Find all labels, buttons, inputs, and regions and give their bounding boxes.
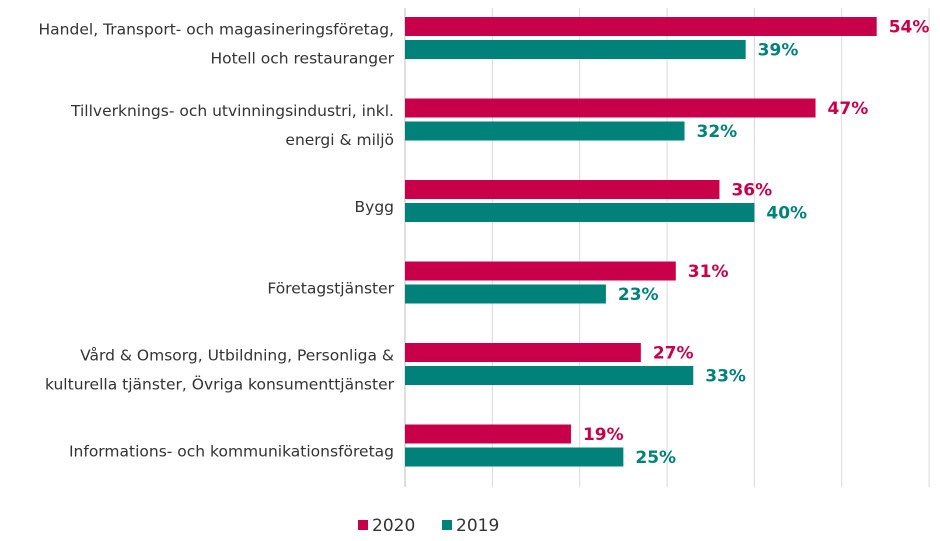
legend-label-2020: 2020 — [372, 516, 415, 536]
category-label: Handel, Transport- och magasineringsföre… — [39, 21, 394, 39]
bar-2020 — [405, 424, 571, 444]
bars — [405, 17, 877, 467]
value-label-2019: 39% — [758, 41, 799, 61]
bar-2020 — [405, 17, 877, 36]
category-labels: Handel, Transport- och magasineringsföre… — [39, 21, 395, 461]
value-label-2019: 33% — [705, 367, 746, 387]
category-label: kulturella tjänster, Övriga konsumenttjä… — [45, 375, 395, 394]
bar-2019 — [405, 366, 694, 385]
value-label-2019: 40% — [766, 204, 807, 224]
bar-2019 — [405, 40, 746, 59]
category-label: Hotell och restauranger — [210, 50, 394, 68]
value-label-2019: 32% — [697, 122, 738, 142]
bar-2019 — [405, 284, 606, 304]
value-label-2020: 19% — [583, 425, 624, 445]
category-label: Bygg — [355, 198, 394, 216]
bar-2020 — [405, 180, 720, 199]
category-label: Tillverknings- och utvinningsindustri, i… — [70, 102, 394, 120]
value-labels: 54% 39% 47% 32% 36% 40% 31% 23% 27% 33% 19% 25% — [583, 18, 929, 469]
value-label-2020: 27% — [653, 344, 694, 364]
category-label: Informations- och kommunikationsföretag — [69, 443, 394, 461]
category-label: energi & miljö — [285, 131, 394, 149]
legend-swatch-2020 — [358, 520, 368, 530]
bar-2020 — [405, 343, 641, 362]
bar-2019 — [405, 447, 624, 467]
bar-2019 — [405, 203, 755, 222]
category-label: Företagstjänster — [267, 280, 394, 298]
bar-2020 — [405, 261, 676, 281]
bar-2020 — [405, 98, 816, 118]
legend-swatch-2019 — [442, 520, 452, 530]
value-label-2019: 23% — [618, 285, 659, 305]
category-label: Vård & Omsorg, Utbildning, Personliga & — [80, 347, 394, 365]
legend: 2020 2019 — [358, 516, 499, 536]
value-label-2020: 31% — [688, 262, 729, 282]
value-label-2019: 25% — [635, 448, 676, 468]
value-label-2020: 47% — [828, 99, 869, 119]
value-label-2020: 36% — [731, 181, 772, 201]
value-label-2020: 54% — [889, 18, 930, 38]
legend-label-2019: 2019 — [456, 516, 499, 536]
bar-2019 — [405, 121, 685, 141]
gridlines — [404, 8, 930, 487]
